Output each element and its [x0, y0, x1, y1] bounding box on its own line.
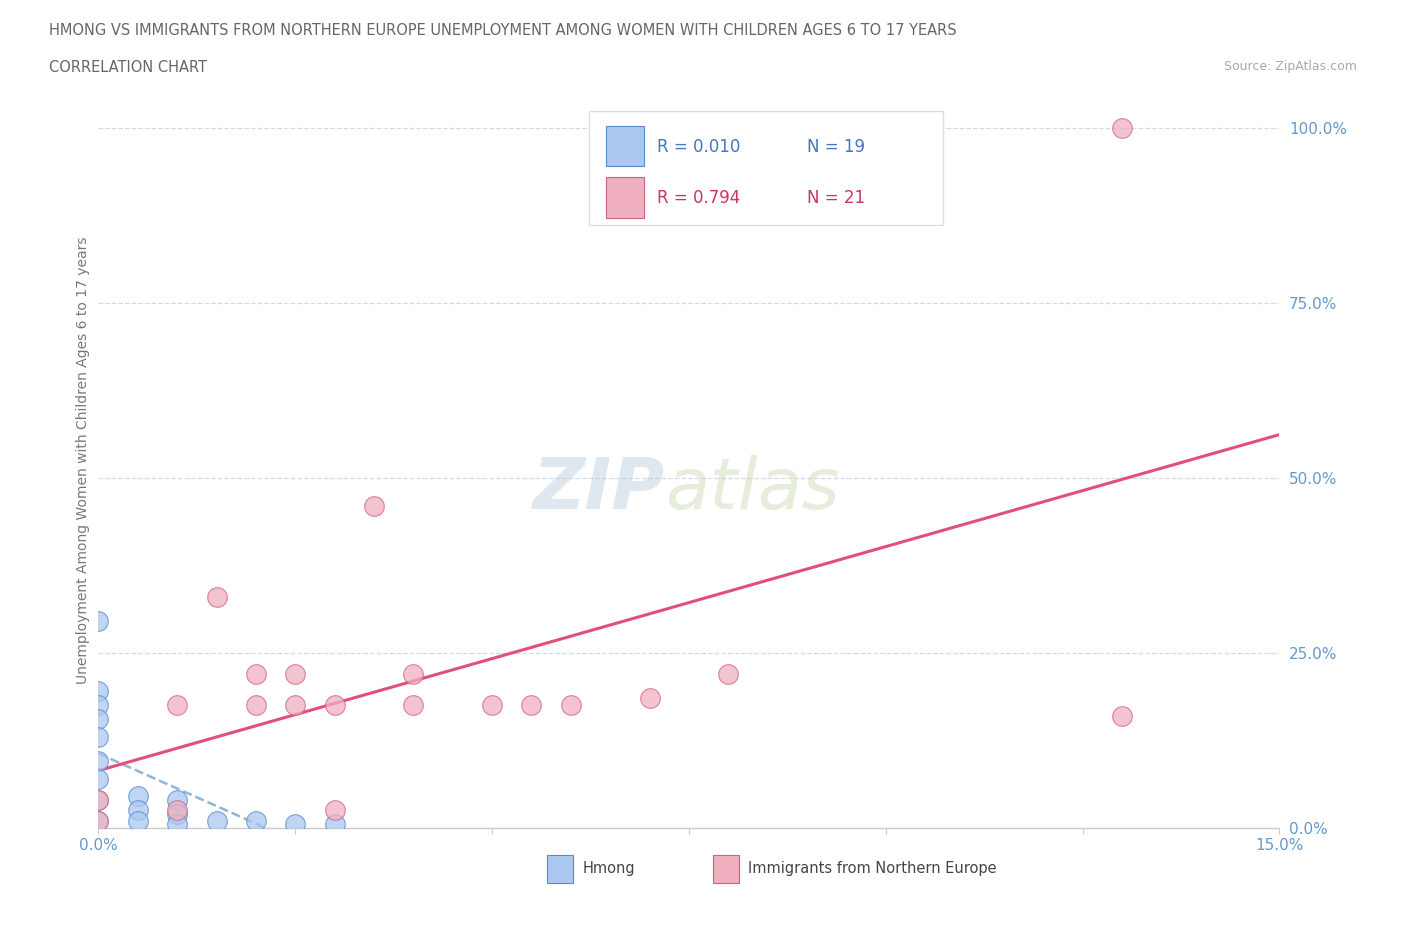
- Y-axis label: Unemployment Among Women with Children Ages 6 to 17 years: Unemployment Among Women with Children A…: [76, 236, 90, 684]
- Point: [363, 498, 385, 513]
- Point: [205, 590, 228, 604]
- Bar: [713, 855, 738, 883]
- Point: [166, 698, 188, 712]
- Point: [87, 729, 110, 744]
- Point: [323, 698, 346, 712]
- Point: [87, 813, 110, 828]
- Point: [205, 813, 228, 828]
- Point: [560, 698, 582, 712]
- Text: R = 0.794: R = 0.794: [657, 189, 741, 207]
- Bar: [606, 178, 644, 218]
- Text: Source: ZipAtlas.com: Source: ZipAtlas.com: [1223, 60, 1357, 73]
- Point: [166, 803, 188, 817]
- Point: [717, 666, 740, 681]
- Point: [245, 666, 267, 681]
- Text: ZIP: ZIP: [533, 456, 665, 525]
- Point: [166, 792, 188, 807]
- Point: [402, 666, 425, 681]
- Point: [402, 698, 425, 712]
- Point: [87, 792, 110, 807]
- Text: Immigrants from Northern Europe: Immigrants from Northern Europe: [748, 861, 997, 876]
- Point: [87, 711, 110, 726]
- Point: [284, 817, 307, 831]
- Point: [323, 817, 346, 831]
- Point: [87, 614, 110, 629]
- Point: [284, 666, 307, 681]
- Point: [323, 803, 346, 817]
- Text: N = 19: N = 19: [807, 138, 865, 155]
- Point: [245, 813, 267, 828]
- Text: CORRELATION CHART: CORRELATION CHART: [49, 60, 207, 75]
- Point: [87, 698, 110, 712]
- Point: [87, 813, 110, 828]
- Point: [87, 771, 110, 786]
- Point: [481, 698, 503, 712]
- Point: [166, 806, 188, 821]
- Point: [87, 684, 110, 698]
- Text: R = 0.010: R = 0.010: [657, 138, 741, 155]
- Bar: [606, 126, 644, 166]
- FancyBboxPatch shape: [589, 112, 943, 225]
- Point: [87, 754, 110, 769]
- Point: [284, 698, 307, 712]
- Point: [245, 698, 267, 712]
- Text: HMONG VS IMMIGRANTS FROM NORTHERN EUROPE UNEMPLOYMENT AMONG WOMEN WITH CHILDREN : HMONG VS IMMIGRANTS FROM NORTHERN EUROPE…: [49, 23, 957, 38]
- Point: [87, 792, 110, 807]
- Point: [1111, 121, 1133, 136]
- Point: [638, 691, 661, 706]
- Text: N = 21: N = 21: [807, 189, 865, 207]
- Bar: [547, 855, 574, 883]
- Point: [166, 817, 188, 831]
- Point: [1111, 709, 1133, 724]
- Point: [127, 789, 149, 804]
- Text: atlas: atlas: [665, 456, 839, 525]
- Point: [520, 698, 543, 712]
- Point: [127, 813, 149, 828]
- Text: Hmong: Hmong: [582, 861, 636, 876]
- Point: [127, 803, 149, 817]
